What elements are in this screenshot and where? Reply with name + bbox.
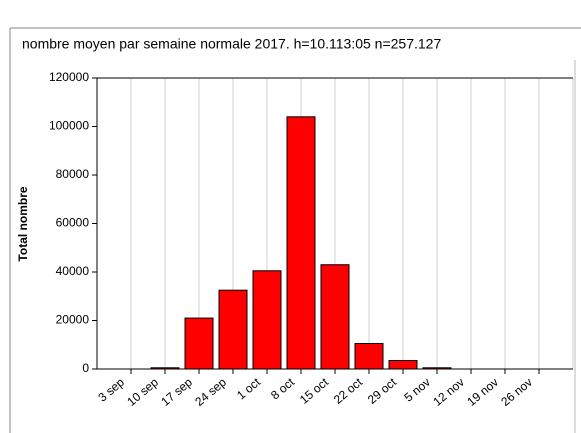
x-tick-label: 15 oct	[297, 375, 332, 407]
bar	[184, 317, 214, 370]
x-tick-label: 29 oct	[365, 375, 400, 407]
x-tick-label: 26 nov	[498, 375, 535, 409]
x-tick-label: 24 sep	[192, 375, 229, 409]
y-tick-label: 120000	[49, 70, 89, 84]
y-axis-label: Total nombre	[16, 186, 30, 261]
bar	[150, 367, 180, 370]
bar	[422, 367, 452, 370]
bar	[218, 289, 248, 370]
y-tick-label: 80000	[56, 167, 90, 181]
bar	[320, 264, 350, 370]
y-tick-label: 20000	[56, 313, 90, 327]
x-tick-label: 17 sep	[158, 375, 195, 409]
bar	[354, 343, 384, 370]
x-tick-label: 3 sep	[95, 375, 127, 405]
bar	[388, 360, 418, 370]
y-tick-label: 60000	[56, 216, 90, 230]
x-tick-label: 12 nov	[430, 375, 467, 409]
bar	[286, 116, 316, 370]
y-tick-label: 100000	[49, 119, 89, 133]
x-tick-label: 22 oct	[331, 375, 366, 407]
x-tick-label: 5 nov	[401, 375, 432, 405]
chart-title: nombre moyen par semaine normale 2017. h…	[22, 36, 441, 52]
x-tick-label: 1 oct	[234, 375, 263, 403]
bar	[252, 270, 282, 370]
y-tick-label: 40000	[56, 264, 90, 278]
y-tick-label: 0	[82, 361, 89, 375]
x-tick-label: 19 nov	[464, 375, 501, 409]
x-tick-label: 8 oct	[268, 375, 297, 403]
x-tick-label: 10 sep	[124, 375, 161, 409]
